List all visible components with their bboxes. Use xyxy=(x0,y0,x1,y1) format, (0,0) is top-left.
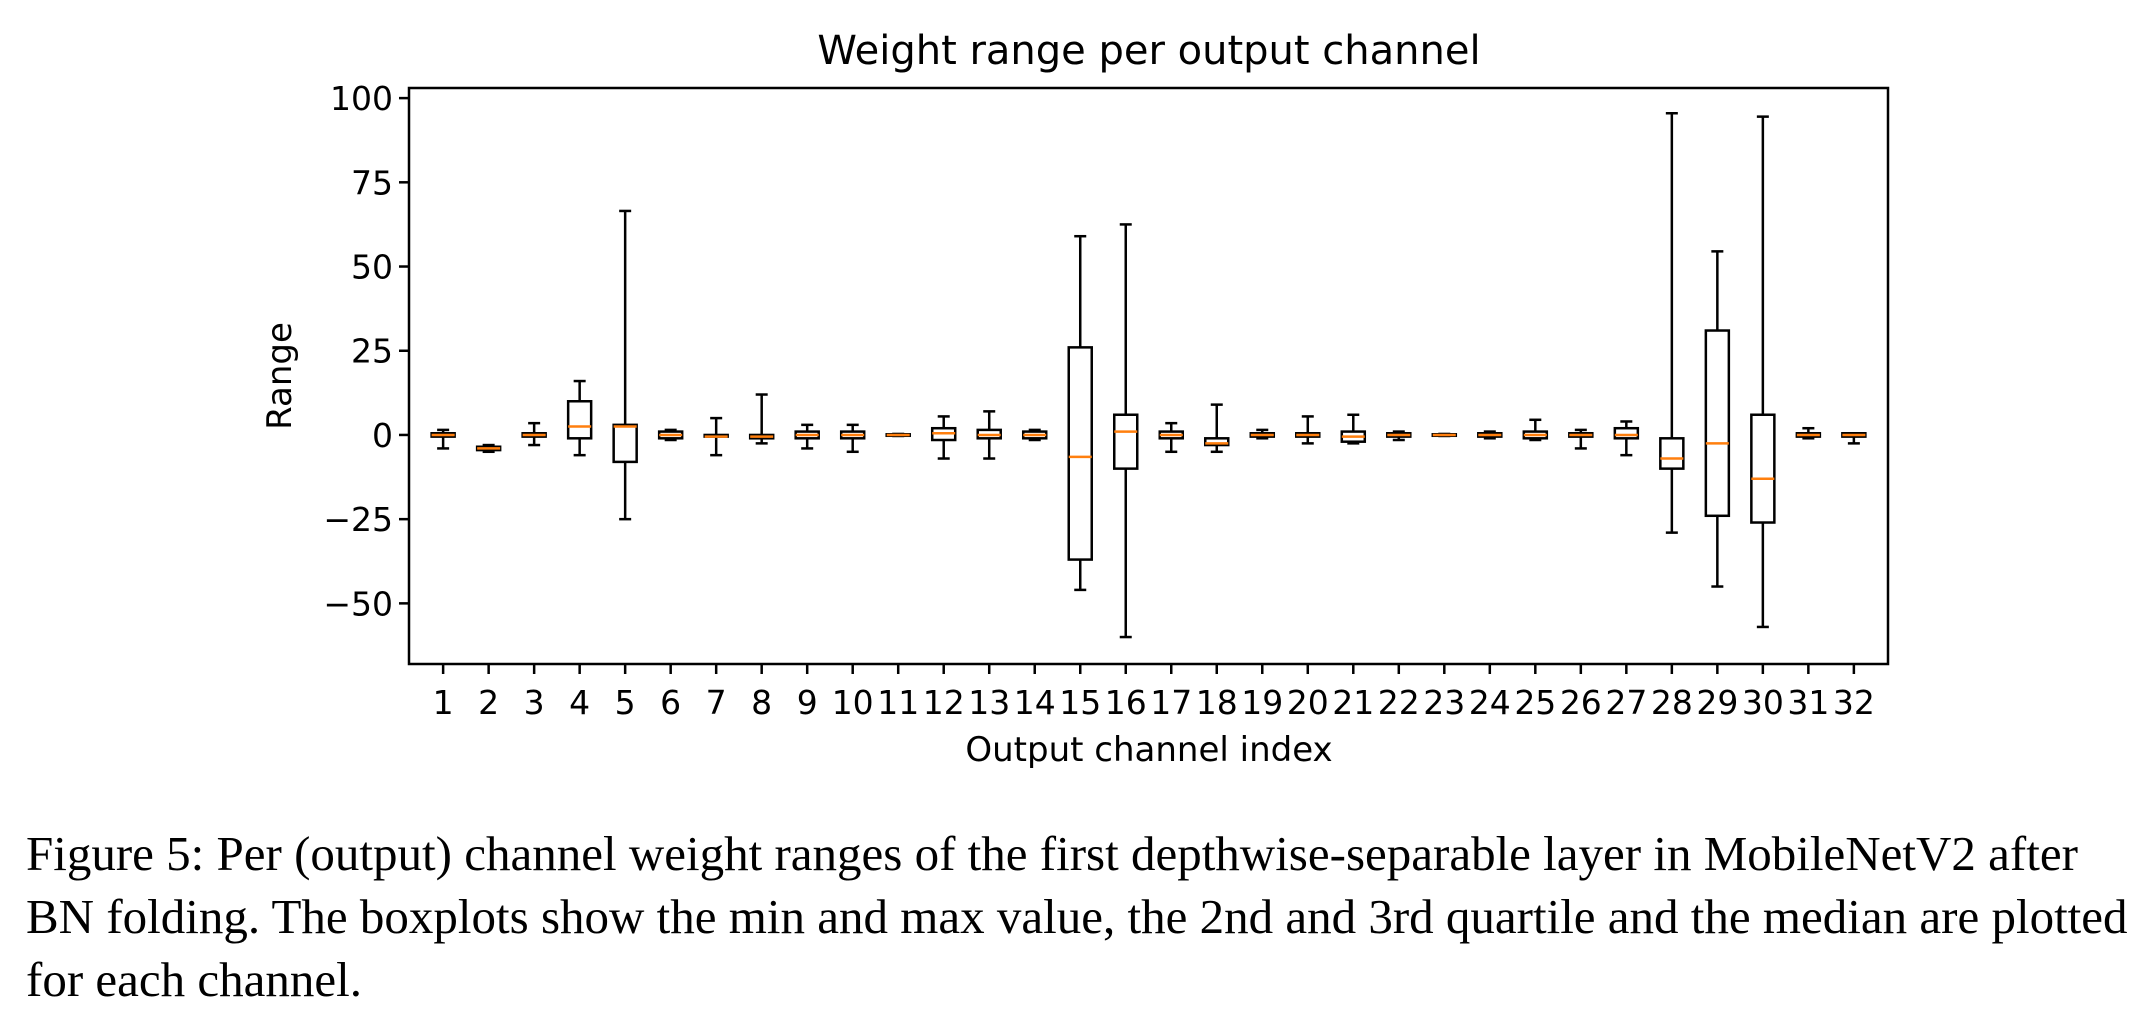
box-channel-9 xyxy=(794,423,820,450)
y-tick-label: 100 xyxy=(330,79,393,118)
chart-title: Weight range per output channel xyxy=(817,28,1480,74)
box-channel-32 xyxy=(1841,432,1867,445)
box-channel-22 xyxy=(1386,430,1412,442)
box-channel-7 xyxy=(703,416,729,457)
box-channel-6 xyxy=(657,428,684,442)
box-channel-30 xyxy=(1750,115,1776,629)
box-channel-21 xyxy=(1340,413,1367,445)
box-iqr xyxy=(1204,437,1230,447)
box-iqr xyxy=(566,400,593,440)
box-channel-20 xyxy=(1295,415,1321,445)
y-tick-label: 75 xyxy=(351,163,393,202)
x-tick-label: 26 xyxy=(1560,683,1602,722)
box-channel-29 xyxy=(1704,250,1731,588)
x-tick-label: 7 xyxy=(706,683,727,722)
x-tick-label: 4 xyxy=(569,683,590,722)
x-axis: 1 2 3 4 5 6 7 8 9 10 11 12 13 14 15 16 17 18 19 20 21 22 23 24 2… xyxy=(433,664,1875,722)
box-iqr xyxy=(1067,346,1093,561)
y-tick-label: 0 xyxy=(372,416,393,455)
box-channel-16 xyxy=(1112,223,1139,639)
x-tick-label: 10 xyxy=(832,683,874,722)
x-tick-label: 5 xyxy=(615,683,636,722)
box-channel-25 xyxy=(1522,418,1549,442)
x-tick-label: 9 xyxy=(797,683,818,722)
box-channel-10 xyxy=(839,423,866,454)
y-axis: −50 −25 0 25 50 75 100 xyxy=(323,79,409,623)
x-tick-label: 14 xyxy=(1014,683,1056,722)
y-tick-label: 25 xyxy=(351,332,393,371)
box-channel-13 xyxy=(976,410,1002,460)
x-tick-label: 20 xyxy=(1287,683,1329,722)
box-channel-27 xyxy=(1613,420,1640,457)
x-tick-label: 18 xyxy=(1196,683,1238,722)
box-iqr xyxy=(612,423,638,464)
box-iqr xyxy=(1613,426,1640,440)
x-tick-label: 30 xyxy=(1742,683,1784,722)
box-iqr xyxy=(1704,329,1731,518)
box-channel-26 xyxy=(1568,428,1594,450)
x-tick-label: 22 xyxy=(1378,683,1420,722)
x-tick-label: 32 xyxy=(1833,683,1875,722)
x-tick-label: 28 xyxy=(1651,683,1693,722)
box-channel-24 xyxy=(1477,430,1503,440)
box-channel-17 xyxy=(1158,421,1185,454)
x-tick-label: 11 xyxy=(877,683,919,722)
box-channel-8 xyxy=(748,393,775,445)
x-tick-label: 25 xyxy=(1514,683,1556,722)
box-channel-2 xyxy=(475,443,502,454)
box-channel-1 xyxy=(430,428,456,450)
box-channel-5 xyxy=(612,209,638,521)
x-tick-label: 15 xyxy=(1059,683,1101,722)
box-channel-15 xyxy=(1067,234,1093,592)
y-axis-label: Range xyxy=(260,322,300,430)
x-tick-label: 12 xyxy=(923,683,965,722)
x-tick-label: 16 xyxy=(1105,683,1147,722)
x-tick-label: 17 xyxy=(1150,683,1192,722)
x-tick-label: 8 xyxy=(751,683,772,722)
plot-area xyxy=(430,112,1867,639)
box-channel-4 xyxy=(566,379,593,457)
box-channel-3 xyxy=(521,421,547,447)
plot-frame xyxy=(407,86,1890,666)
box-channel-28 xyxy=(1659,112,1685,534)
x-tick-label: 19 xyxy=(1241,683,1283,722)
x-tick-label: 2 xyxy=(478,683,499,722)
x-tick-label: 29 xyxy=(1696,683,1738,722)
y-tick-label: 50 xyxy=(351,248,393,287)
x-tick-label: 21 xyxy=(1332,683,1374,722)
box-channel-23 xyxy=(1431,432,1458,438)
x-tick-label: 13 xyxy=(968,683,1010,722)
x-tick-label: 1 xyxy=(433,683,454,722)
y-tick-label: −50 xyxy=(323,584,393,623)
box-channel-14 xyxy=(1021,428,1048,442)
x-tick-label: 24 xyxy=(1469,683,1511,722)
box-channel-12 xyxy=(930,415,957,460)
box-channel-31 xyxy=(1795,426,1822,440)
box-channel-19 xyxy=(1249,428,1276,440)
x-tick-label: 6 xyxy=(660,683,681,722)
boxplot-chart: Weight range per output channel −50 −25 0 2… xyxy=(260,28,1890,770)
figure-caption: Figure 5: Per (output) channel weight ra… xyxy=(26,826,2128,1007)
box-iqr xyxy=(1112,413,1139,470)
x-tick-label: 27 xyxy=(1605,683,1647,722)
x-tick-label: 3 xyxy=(524,683,545,722)
x-tick-label: 31 xyxy=(1787,683,1829,722)
box-iqr xyxy=(1750,413,1776,524)
y-tick-label: −25 xyxy=(323,500,393,539)
box-channel-18 xyxy=(1204,403,1230,454)
box-iqr xyxy=(1659,437,1685,470)
x-axis-label: Output channel index xyxy=(965,730,1332,770)
box-channel-11 xyxy=(885,432,911,438)
x-tick-label: 23 xyxy=(1423,683,1465,722)
